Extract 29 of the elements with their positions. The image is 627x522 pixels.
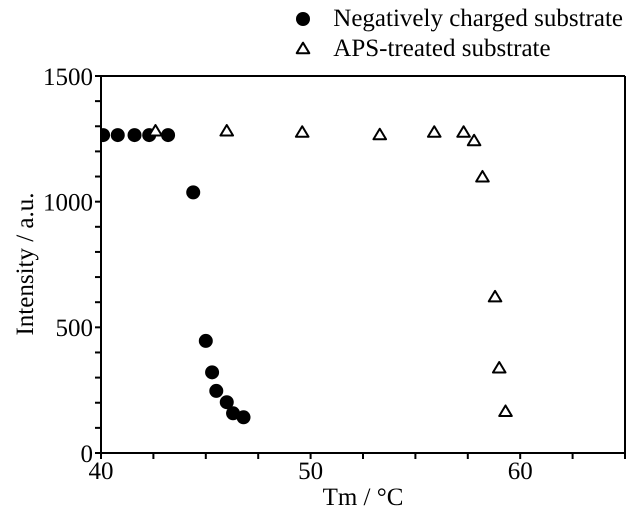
point <box>236 410 251 424</box>
y-tick-label: 500 <box>56 315 93 342</box>
point <box>219 124 234 136</box>
y-axis-title: Intensity / a.u. <box>12 192 40 336</box>
y-tick-label: 0 <box>80 440 93 468</box>
legend-label: Negatively charged substrate <box>333 4 623 34</box>
point <box>475 170 490 182</box>
point <box>128 128 142 142</box>
point <box>110 128 125 142</box>
legend-label: APS-treated substrate <box>333 34 551 64</box>
point <box>220 395 234 410</box>
point <box>488 290 502 302</box>
y-tick-label: 1500 <box>43 64 93 91</box>
point <box>198 334 213 348</box>
point <box>466 134 482 146</box>
point <box>186 185 200 200</box>
y-tick-label: 1000 <box>43 190 93 217</box>
point <box>372 128 388 140</box>
point <box>294 125 310 138</box>
x-tick-label: 60 <box>508 458 533 485</box>
point <box>498 404 513 417</box>
point <box>492 361 507 374</box>
point <box>209 384 224 398</box>
point <box>205 365 220 380</box>
point <box>161 128 176 142</box>
point <box>456 125 471 138</box>
x-tick-label: 50 <box>298 458 324 485</box>
x-axis-title: Tm / °C <box>322 484 404 512</box>
point <box>426 125 442 138</box>
